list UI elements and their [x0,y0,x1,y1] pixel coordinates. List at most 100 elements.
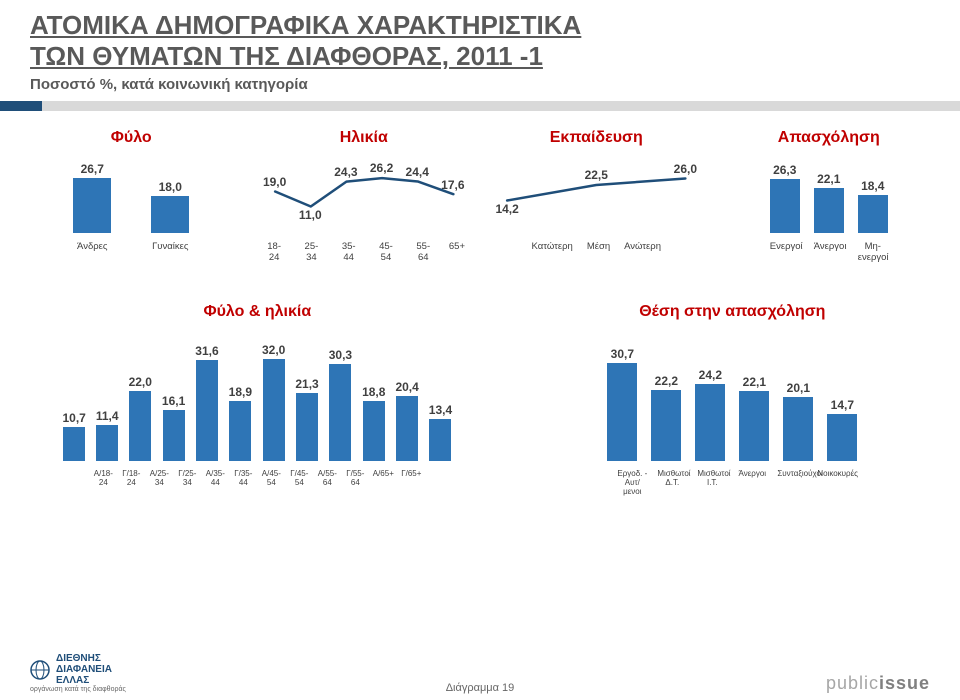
bar-rect [651,390,681,461]
bar-value-label: 14,7 [831,398,854,412]
bar-slot: 18,4 [858,179,888,233]
bar-slot: 20,1 [783,381,813,461]
x-label: 18-24 [262,241,285,263]
x-label: Μισθωτοί Δ.Τ. [657,469,687,496]
x-label: 25-34 [300,241,323,263]
x-label: Εργοδ. - Αυτ/μενοι [617,469,647,496]
page: ΑΤΟΜΙΚΑ ΔΗΜΟΓΡΑΦΙΚΑ ΧΑΡΑΚΤΗΡΙΣΤΙΚΑ ΤΩΝ Θ… [0,0,960,700]
x-axis-labels: 18-24 25-34 35-44 45-54 55-64 65+ [263,241,466,263]
x-label: Νοικοκυρές [817,469,847,496]
line-value-label: 24,4 [406,165,429,179]
bar-slot: 31,6 [195,344,218,461]
chart-title: Θέση στην απασχόληση [639,303,825,321]
x-label: Κατώτερη [532,241,573,252]
chart-cell: Φύλο & ηλικία10,711,422,016,131,618,932,… [30,303,485,496]
bar-value-label: 22,1 [817,172,840,186]
logo-right: publicissue [826,673,930,694]
bar-rect [607,363,637,461]
chart-title: Εκπαίδευση [550,129,643,147]
chart-title: Φύλο [111,129,152,147]
title-line-2: ΤΩΝ ΘΥΜΑΤΩΝ ΤΗΣ ΔΙΑΦΘΟΡΑΣ, 2011 -1 [30,41,930,72]
bar-value-label: 18,0 [159,180,182,194]
strip-light [42,101,960,111]
line-value-label: 19,0 [263,175,286,189]
bar-slot: 18,9 [229,385,252,461]
x-label: Α/18-24 [92,469,114,487]
bar-chart: 10,7 11,4 22,0 16,1 31,6 18,9 32,0 21,3 30,3 18,8… [30,331,485,461]
x-label: Γυναίκες [151,241,189,252]
bar-value-label: 18,8 [362,385,385,399]
line-value-label: 26,2 [370,161,393,175]
bar-slot: 26,3 [770,163,800,233]
globe-icon [30,660,50,680]
logo-left-sub: οργάνωση κατά της διαφθοράς [30,686,126,694]
bar-slot: 10,7 [63,411,86,461]
x-label: Α/25-34 [148,469,170,487]
x-label: Ενεργοί [770,241,800,263]
bar-rect [429,419,451,462]
bar-rect [770,179,800,233]
x-label: 55-64 [412,241,435,263]
bar-slot: 32,0 [262,343,285,461]
row-2: Φύλο & ηλικία10,711,422,016,131,618,932,… [30,303,930,496]
bar-value-label: 30,3 [329,348,352,362]
bar-slot: 22,1 [739,375,769,462]
x-axis-labels: Ενεργοί Άνεργοι Μη-ενεργοί [770,241,888,263]
x-label: Άνεργοι [737,469,767,496]
x-label: Γ/25-34 [176,469,198,487]
bar-rect [229,401,251,461]
bar-slot: 16,1 [162,394,185,462]
x-label: 35-44 [337,241,360,263]
x-label: Γ/35-44 [232,469,254,487]
bar-rect [73,178,111,233]
bar-rect [783,397,813,461]
logo-right-a: public [826,673,879,693]
chart-cell: Φύλο26,718,0ΆνδρεςΓυναίκες [30,129,233,263]
bar-slot: 18,0 [151,180,189,233]
x-label: Μη-ενεργοί [858,241,888,263]
x-axis-labels: Α/18-24Γ/18-24Α/25-34Γ/25-34Α/35-44Γ/35-… [92,469,422,487]
chart-cell: Ηλικία19,011,024,326,224,417,618-2425-34… [263,129,466,263]
bar-value-label: 20,4 [395,380,418,394]
bar-value-label: 13,4 [429,403,452,417]
x-label: Γ/45-54 [288,469,310,487]
bar-slot: 30,3 [329,348,352,461]
logo-left-line2: ΔΙΑΦΑΝΕΙΑ [56,664,112,675]
bar-slot: 21,3 [295,377,318,461]
bar-value-label: 22,0 [129,375,152,389]
bar-slot: 24,2 [695,368,725,461]
color-strip [0,101,960,111]
bar-value-label: 10,7 [63,411,86,425]
x-label: 65+ [449,241,465,263]
bar-slot: 11,4 [96,409,119,461]
line-value-label: 26,0 [674,162,697,176]
bar-value-label: 22,2 [655,374,678,388]
chart-cell: Θέση στην απασχόληση 30,7 22,2 24,2 22,1 20,1… [535,303,930,496]
line-value-label: 11,0 [299,208,322,222]
bar-slot: 18,8 [362,385,385,461]
bar-rect [151,196,189,233]
x-label: 45-54 [374,241,397,263]
bar-rect [263,359,285,461]
bar-rect [858,195,888,233]
x-label: Γ/18-24 [120,469,142,487]
bar-value-label: 18,4 [861,179,884,193]
chart-title: Ηλικία [340,129,388,147]
x-label: Άνεργοι [814,241,844,263]
line-chart: 14,222,526,0 [495,153,698,233]
x-label: Γ/65+ [400,469,422,487]
bar-slot: 22,2 [651,374,681,461]
bar-rect [695,384,725,461]
x-label: Α/65+ [372,469,394,487]
bar-value-label: 21,3 [295,377,318,391]
line-chart: 19,011,024,326,224,417,6 [263,153,466,233]
line-value-label: 24,3 [334,165,357,179]
chart-cell: Εκπαίδευση14,222,526,0ΚατώτερηΜέσηΑνώτερ… [495,129,698,263]
bar-value-label: 18,9 [229,385,252,399]
logo-left: ΔΙΕΘΝΗΣ ΔΙΑΦΑΝΕΙΑ ΕΛΛΑΣ οργάνωση κατά τη… [30,653,126,694]
logo-right-b: issue [879,673,930,693]
x-label: Α/55-64 [316,469,338,487]
row-1: Φύλο26,718,0ΆνδρεςΓυναίκες Ηλικία 19,0 11,0… [30,129,930,263]
chart-cell: Απασχόληση26,322,118,4ΕνεργοίΆνεργοιΜη-ε… [728,129,931,263]
bar-slot: 30,7 [607,347,637,461]
